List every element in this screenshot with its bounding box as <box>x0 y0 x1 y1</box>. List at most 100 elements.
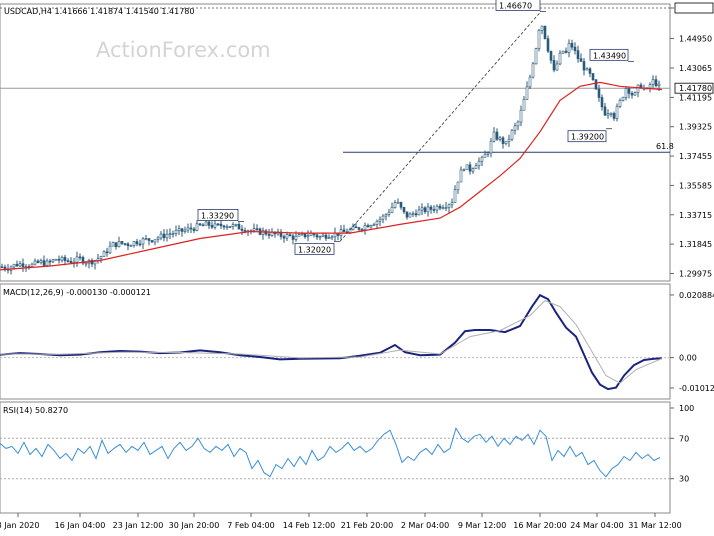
level-annotation-box <box>589 48 629 61</box>
candle-body <box>378 218 382 222</box>
candle-body <box>150 240 154 243</box>
candle-body <box>504 141 508 144</box>
candle-body <box>369 225 373 228</box>
x-tick-label: 9 Mar 12:00 <box>458 521 506 530</box>
candle-body <box>237 223 241 230</box>
candle-body <box>141 238 145 245</box>
rsi-layer <box>0 426 670 480</box>
candle-body <box>288 234 292 237</box>
macd-y-tick-label: 0.00 <box>679 354 697 363</box>
candle-body <box>534 48 538 65</box>
candle-body <box>177 228 181 231</box>
candle-body <box>39 260 43 263</box>
candle-body <box>303 233 307 238</box>
candle-body <box>189 227 193 230</box>
candle-body <box>606 113 610 116</box>
candle-body <box>597 88 601 98</box>
candle-body <box>555 63 559 71</box>
candle-body <box>102 251 106 257</box>
candle-body <box>477 160 481 167</box>
candle-body <box>159 233 163 239</box>
candle-body <box>156 237 160 240</box>
candle-body <box>168 233 172 236</box>
candle-body <box>315 234 319 238</box>
candle-body <box>108 245 112 254</box>
candle-body <box>591 73 595 81</box>
candle-body <box>579 58 583 62</box>
candle-body <box>411 213 415 215</box>
level-annotation-box <box>294 242 335 255</box>
candle-body <box>384 214 388 217</box>
candle-body <box>81 257 85 264</box>
candle-body <box>543 25 547 39</box>
candle-body <box>618 100 622 107</box>
candle-body <box>255 228 259 230</box>
candle-body <box>60 256 64 261</box>
candle-body <box>573 46 577 51</box>
macd-title: MACD(12,26,9) -0.000130 -0.000121 <box>3 288 151 297</box>
candle-body <box>558 52 562 65</box>
symbol-header: USDCAD,H4 1.41666 1.41874 1.41540 1.4178… <box>4 7 194 16</box>
candle-body <box>657 83 661 86</box>
candle-body <box>90 260 94 265</box>
candle-body <box>21 263 25 267</box>
candle-body <box>297 234 301 237</box>
macd-panel <box>0 283 671 400</box>
candle-body <box>216 223 220 226</box>
candle-body <box>393 202 397 208</box>
candle-body <box>174 230 178 234</box>
candle-body <box>351 226 355 230</box>
price-layer: 61.8 1.46670 1.43490 1.39200 1.33290 1.32020 <box>0 0 674 275</box>
candle-body <box>120 241 124 244</box>
price-y-tick-label: 1.41195 <box>679 93 712 102</box>
candle-body <box>183 229 187 232</box>
candle-body <box>144 238 148 240</box>
candle-body <box>636 84 640 93</box>
price-y-tick-label: 1.37455 <box>679 152 712 161</box>
candle-body <box>117 241 121 247</box>
fib-618-label: 61.8 <box>656 142 674 151</box>
candle-body <box>15 263 19 267</box>
candle-body <box>18 263 22 267</box>
candle-body <box>420 207 424 211</box>
candle-body <box>219 223 223 227</box>
candle-body <box>45 260 49 266</box>
x-tick-label: 2 Mar 04:00 <box>401 521 449 530</box>
level-annotation-label: 1.32020 <box>298 245 331 254</box>
x-tick-label: 23 Jan 12:00 <box>113 521 164 530</box>
candle-body <box>519 109 523 123</box>
candle-body <box>441 207 445 209</box>
candle-body <box>648 84 652 89</box>
candle-body <box>363 225 367 230</box>
candle-body <box>651 79 655 85</box>
candle-body <box>162 233 166 239</box>
candle-body <box>576 50 580 60</box>
candle-body <box>426 206 430 213</box>
candle-body <box>483 154 487 158</box>
level-annotation-box <box>567 130 607 143</box>
candle-body <box>453 189 457 203</box>
price-y-tick-label: 1.43065 <box>679 64 712 73</box>
candle-body <box>123 243 127 245</box>
candle-body <box>267 233 271 236</box>
candle-body <box>495 131 499 140</box>
candle-body <box>192 228 196 231</box>
candle-body <box>225 226 229 228</box>
candle-body <box>330 236 334 239</box>
rsi-panel <box>0 401 671 514</box>
candle-body <box>462 169 466 171</box>
rsi-y-tick-label: 30 <box>679 475 689 484</box>
candle-body <box>375 220 379 225</box>
candle-body <box>468 164 472 172</box>
candle-body <box>507 138 511 142</box>
candle-body <box>93 260 97 265</box>
candle-body <box>126 243 130 247</box>
candle-body <box>447 204 451 208</box>
candle-body <box>381 215 385 220</box>
candle-body <box>294 235 298 240</box>
candle-body <box>135 241 139 245</box>
macd-layer <box>0 293 670 391</box>
price-y-tick-label: 1.44950 <box>679 34 712 43</box>
candle-body <box>405 211 409 218</box>
